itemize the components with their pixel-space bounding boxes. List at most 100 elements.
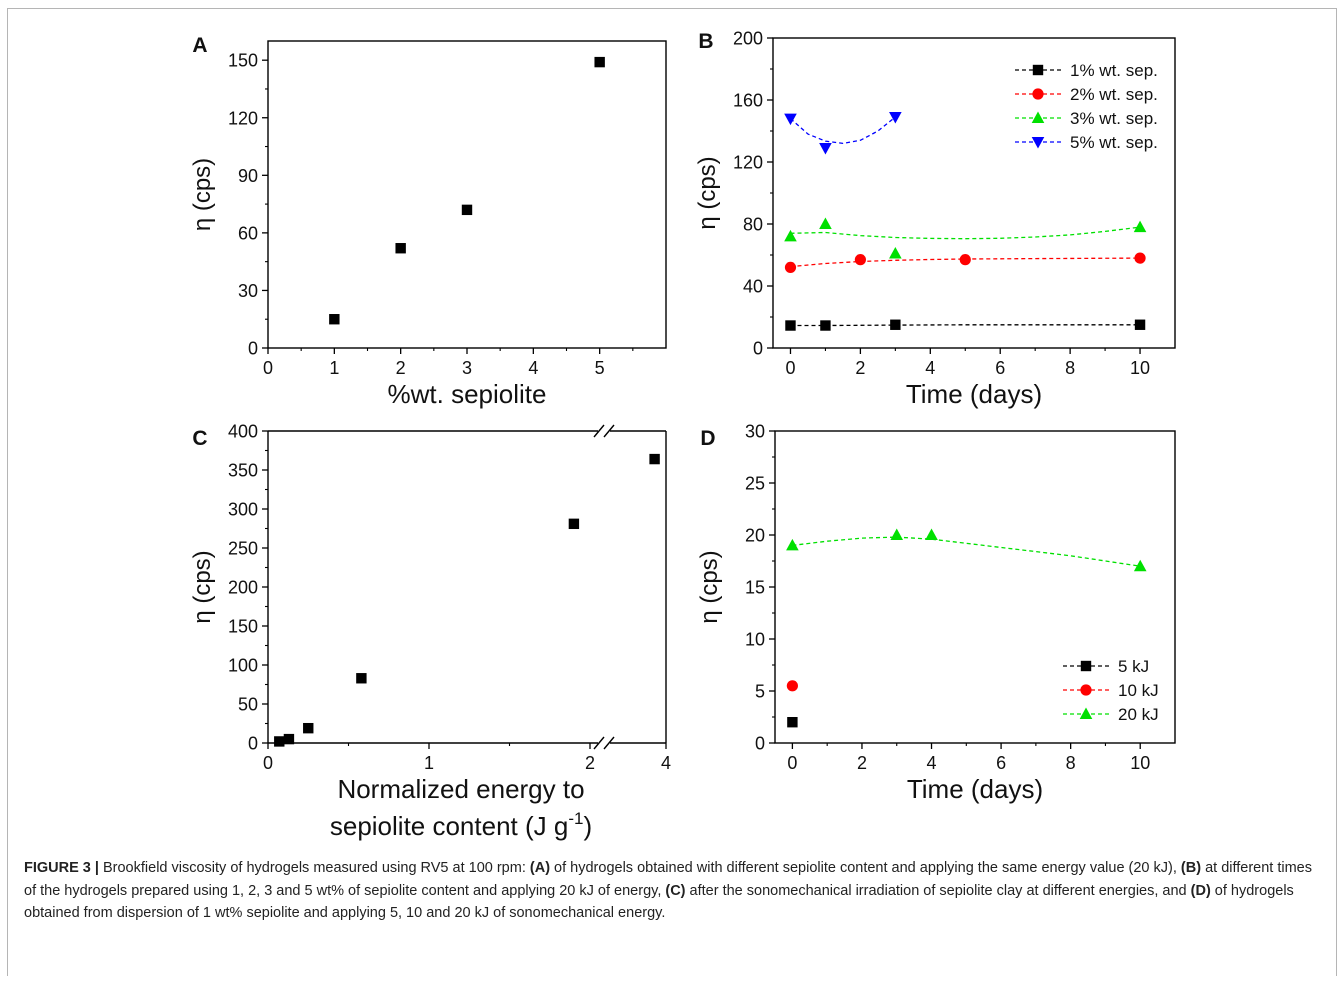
caption-body: Brookfield viscosity of hydrogels measur… <box>24 860 1312 921</box>
x-tick-label: 10 <box>1130 753 1150 773</box>
y-tick-label: 10 <box>745 630 765 650</box>
x-axis-label-line2: sepiolite content (J g-1) <box>330 809 592 841</box>
fit-curve-2 <box>790 257 1141 268</box>
x-tick-label: 2 <box>855 358 865 378</box>
panel-letter: B <box>698 30 713 53</box>
legend-label: 5 kJ <box>1118 657 1149 676</box>
x-tick-label: 0 <box>787 753 797 773</box>
legend-label: 1% wt. sep. <box>1070 61 1158 80</box>
plot-frame <box>267 40 667 349</box>
data-point <box>820 320 831 331</box>
data-point <box>890 528 904 540</box>
x-tick-label: 5 <box>595 358 605 378</box>
y-tick-label: 150 <box>228 617 258 637</box>
series-3 <box>784 217 1147 259</box>
y-tick-label: 80 <box>743 215 763 235</box>
data-point <box>1133 559 1147 572</box>
data-point <box>594 56 605 68</box>
data-point <box>819 143 832 155</box>
fit-curve-1 <box>790 324 1140 327</box>
x-tick-label: 4 <box>528 358 538 378</box>
data-point <box>787 717 798 728</box>
y-tick-label: 120 <box>733 153 763 173</box>
panel-C: C 0 50 100 150 200 250 300 350 400 0 1 2 4 η (cps) Norm… <box>189 422 671 842</box>
data-point <box>890 319 901 330</box>
caption-text: after the sonomechanical irradiation of … <box>685 882 1191 899</box>
y-tick-label: 20 <box>745 526 765 546</box>
data-point <box>568 518 580 530</box>
y-tick-label: 90 <box>238 166 258 186</box>
data-point <box>786 538 799 551</box>
x-axis-label: Time (days) <box>907 774 1043 804</box>
axis-break-mark <box>593 424 605 438</box>
y-tick-label: 120 <box>228 108 258 128</box>
x-tick-label: 0 <box>263 358 273 378</box>
caption-text: of hydrogels obtained from dispersion of… <box>24 882 1294 922</box>
plot-frame <box>774 430 1176 744</box>
data-point <box>889 112 902 124</box>
caption-panel-ref: (A) <box>529 860 551 876</box>
x-axis-label: Time (days) <box>906 379 1042 409</box>
panel-letter: D <box>700 427 715 450</box>
y-tick-label: 0 <box>753 339 763 359</box>
series-2 <box>786 680 798 692</box>
x-axis-label-text: sepiolite content (J g <box>330 811 568 841</box>
data-point <box>329 314 340 325</box>
legend: 1% wt. sep. 2% wt. sep. 3% wt. sep. 5% wt. … <box>1015 61 1158 152</box>
axis-break-mark <box>603 424 615 438</box>
figure-caption: FIGURE 3 | Brookfield viscosity of hydro… <box>24 857 1324 925</box>
y-axis-label: η (cps) <box>189 550 216 623</box>
legend-label: 3% wt. sep. <box>1070 109 1158 128</box>
panel-letter: A <box>192 34 207 57</box>
legend-marker <box>1080 660 1092 672</box>
caption-text: of hydrogels obtained with different sep… <box>550 860 1181 876</box>
y-tick-label: 5 <box>755 682 765 702</box>
y-axis-label: η (cps) <box>694 156 721 229</box>
figure-frame <box>7 8 1337 976</box>
x-tick-label: 3 <box>462 358 472 378</box>
legend-label: 10 kJ <box>1118 681 1159 700</box>
fit-curve-3 <box>790 226 1141 240</box>
fit-curve-4 <box>790 116 896 145</box>
y-tick-label: 400 <box>228 422 258 442</box>
legend-marker <box>1032 64 1044 76</box>
axis-break-mark <box>593 736 605 750</box>
series-1 <box>785 319 1146 331</box>
legend: 5 kJ 10 kJ 20 kJ <box>1063 657 1159 724</box>
x-tick-label: 2 <box>396 358 406 378</box>
axis-break-mark <box>603 736 615 750</box>
x-tick-label: 6 <box>995 358 1005 378</box>
data-point <box>356 673 367 684</box>
panel-B: B 0 40 80 120 160 200 0 2 4 6 8 10 η (cps) Time (days)… <box>694 29 1176 409</box>
panel-D: D 0 5 10 15 20 25 30 0 2 4 6 8 10 η (cps) Time (days) 5 … <box>696 422 1176 804</box>
data-point <box>819 217 832 229</box>
x-tick-label: 1 <box>424 753 434 773</box>
data-point <box>785 320 796 331</box>
legend-marker <box>1032 88 1044 100</box>
y-tick-label: 350 <box>228 461 258 481</box>
y-tick-label: 15 <box>745 578 765 598</box>
x-tick-label: 8 <box>1066 753 1076 773</box>
y-tick-label: 30 <box>745 422 765 442</box>
data-point <box>303 722 314 734</box>
x-tick-label: 4 <box>661 753 671 773</box>
data-point <box>854 254 866 266</box>
panel-A: A 0 30 60 90 120 150 0 1 2 3 4 5 η (cps) %wt. sepiolit… <box>189 34 667 409</box>
y-tick-label: 30 <box>238 281 258 301</box>
caption-panel-ref: (C) <box>665 882 686 899</box>
x-tick-label: 1 <box>329 358 339 378</box>
data-point <box>1134 252 1146 264</box>
y-tick-label: 160 <box>733 91 763 111</box>
y-tick-label: 200 <box>733 29 763 49</box>
y-tick-label: 200 <box>228 578 258 598</box>
series-1 <box>274 453 660 747</box>
series-4 <box>784 112 902 155</box>
y-tick-label: 25 <box>745 474 765 494</box>
x-tick-label: 2 <box>857 753 867 773</box>
x-tick-label: 0 <box>263 753 273 773</box>
x-axis-label-close: ) <box>583 811 592 841</box>
data-point <box>786 680 798 692</box>
y-tick-label: 60 <box>238 223 258 243</box>
y-axis-label: η (cps) <box>696 550 723 623</box>
